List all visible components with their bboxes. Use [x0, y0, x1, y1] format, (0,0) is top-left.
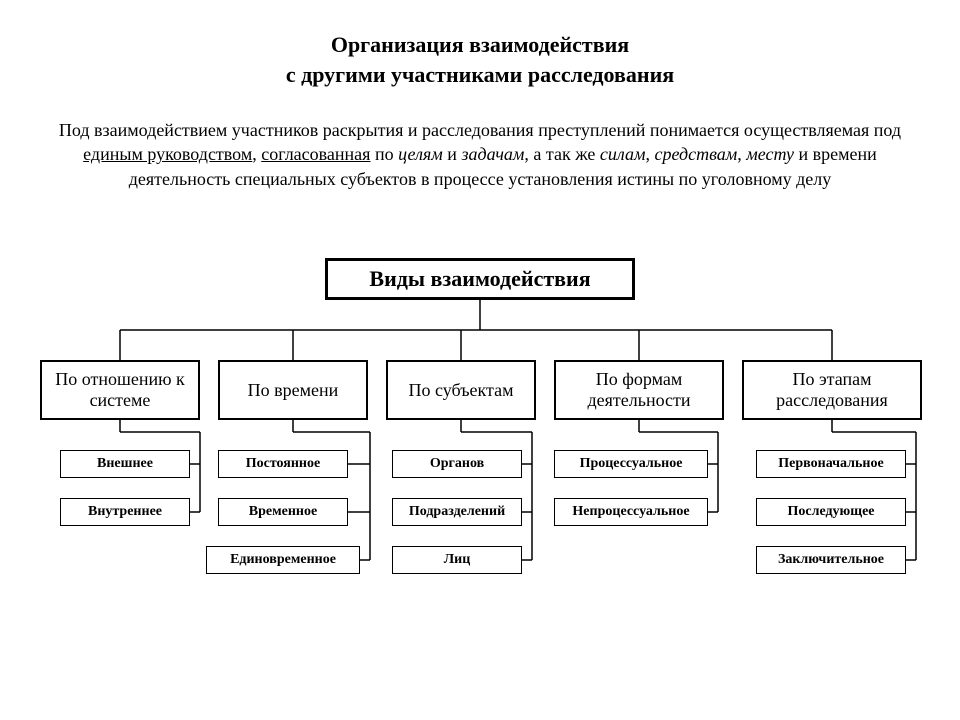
root-node: Виды взаимодействия	[325, 258, 635, 300]
leaf-internal-label: Внутреннее	[88, 504, 162, 520]
leaf-internal: Внутреннее	[60, 498, 190, 526]
leaf-persons-label: Лиц	[444, 552, 471, 568]
cat-system-label: По отношению к системе	[42, 369, 198, 410]
cat-forms: По формам деятельности	[554, 360, 724, 420]
cat-subjects: По субъектам	[386, 360, 536, 420]
leaf-final-label: Заключительное	[778, 552, 884, 568]
title-line1: Организация взаимодействия	[0, 30, 960, 60]
leaf-final: Заключительное	[756, 546, 906, 574]
leaf-procedural-label: Процессуальное	[580, 456, 683, 472]
leaf-subsequent-label: Последующее	[787, 504, 874, 520]
cat-stages: По этапам расследования	[742, 360, 922, 420]
cat-stages-label: По этапам расследования	[744, 369, 920, 410]
leaf-persons: Лиц	[392, 546, 522, 574]
leaf-temporary-label: Временное	[249, 504, 317, 520]
title-line2: с другими участниками расследования	[0, 60, 960, 90]
leaf-initial-label: Первоначальное	[778, 456, 883, 472]
root-label: Виды взаимодействия	[369, 266, 590, 292]
leaf-initial: Первоначальное	[756, 450, 906, 478]
leaf-onetime-label: Единовременное	[230, 552, 336, 568]
cat-time: По времени	[218, 360, 368, 420]
leaf-constant: Постоянное	[218, 450, 348, 478]
leaf-divisions-label: Подразделений	[409, 504, 505, 520]
cat-system: По отношению к системе	[40, 360, 200, 420]
page-title: Организация взаимодействия с другими уча…	[0, 30, 960, 89]
leaf-divisions: Подразделений	[392, 498, 522, 526]
cat-subjects-label: По субъектам	[409, 380, 514, 401]
leaf-nonprocedural: Непроцессуальное	[554, 498, 708, 526]
cat-time-label: По времени	[248, 380, 339, 401]
leaf-temporary: Временное	[218, 498, 348, 526]
leaf-organs: Органов	[392, 450, 522, 478]
leaf-nonprocedural-label: Непроцессуальное	[572, 504, 689, 520]
leaf-onetime: Единовременное	[206, 546, 360, 574]
definition-text: Под взаимодействием участников раскрытия…	[0, 118, 960, 191]
cat-forms-label: По формам деятельности	[556, 369, 722, 410]
leaf-procedural: Процессуальное	[554, 450, 708, 478]
leaf-external: Внешнее	[60, 450, 190, 478]
leaf-constant-label: Постоянное	[246, 456, 320, 472]
leaf-external-label: Внешнее	[97, 456, 153, 472]
leaf-subsequent: Последующее	[756, 498, 906, 526]
leaf-organs-label: Органов	[430, 456, 484, 472]
